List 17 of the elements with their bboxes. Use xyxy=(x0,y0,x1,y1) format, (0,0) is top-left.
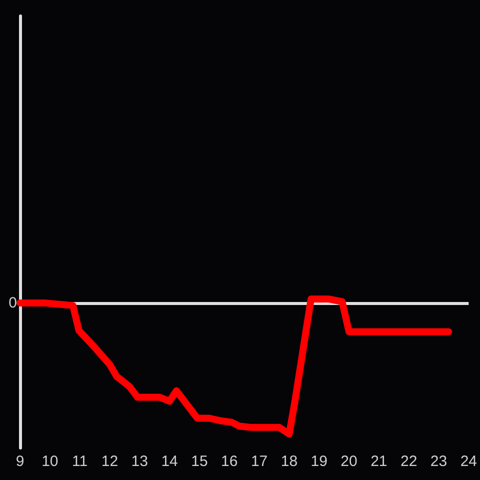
x-tick-label: 17 xyxy=(250,453,268,470)
x-tick-label: 20 xyxy=(340,453,358,470)
x-tick-label: 12 xyxy=(101,453,118,470)
x-tick-label: 22 xyxy=(400,453,418,470)
x-tick-label: 14 xyxy=(161,453,178,470)
x-tick-label: 10 xyxy=(42,453,58,470)
x-tick-label: 24 xyxy=(460,453,477,470)
x-tick-label: 9 xyxy=(16,453,24,470)
x-tick-label: 16 xyxy=(221,453,238,470)
ref-line-label: 0 xyxy=(8,294,17,312)
x-tick-label: 23 xyxy=(430,453,448,470)
x-tick-label: 13 xyxy=(131,453,148,470)
x-tick-label: 11 xyxy=(72,453,88,470)
x-tick-label: 19 xyxy=(310,453,328,470)
x-tick-label: 18 xyxy=(280,453,298,470)
x-tick-label: 21 xyxy=(370,453,388,470)
x-tick-label: 15 xyxy=(191,453,208,470)
